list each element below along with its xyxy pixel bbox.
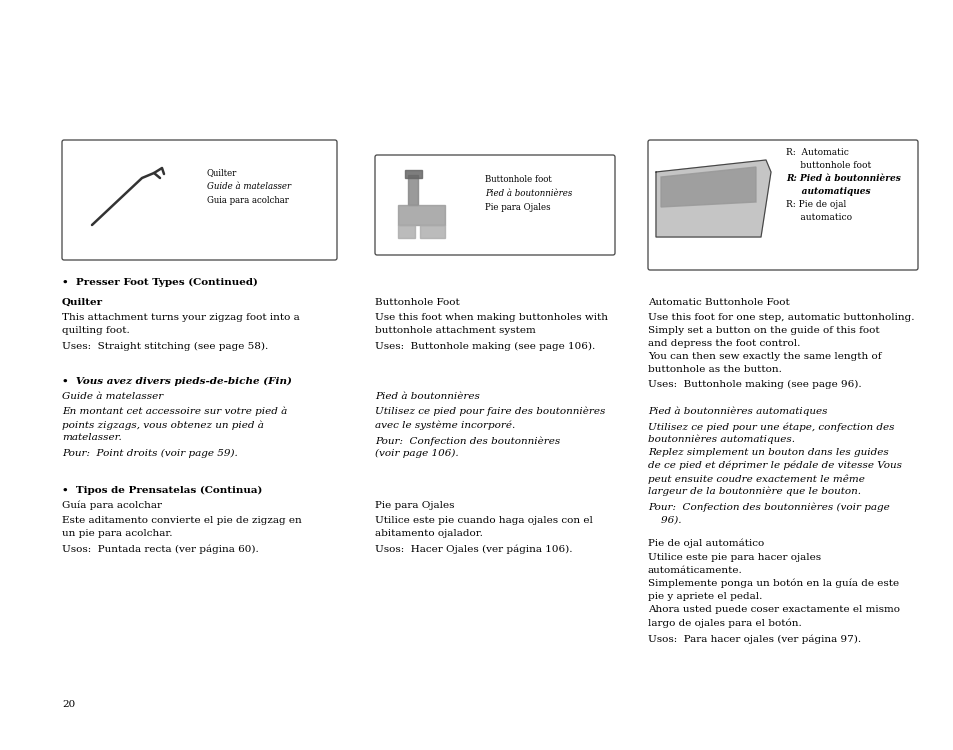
Text: automáticamente.: automáticamente. <box>647 566 742 575</box>
Text: automatiques: automatiques <box>785 187 870 196</box>
Text: •  Presser Foot Types (Continued): • Presser Foot Types (Continued) <box>62 278 257 287</box>
Text: Pour:  Confection des boutonnières: Pour: Confection des boutonnières <box>375 436 559 445</box>
Text: Utilice este pie cuando haga ojales con el: Utilice este pie cuando haga ojales con … <box>375 516 592 525</box>
Text: Pied à boutonnières automatiques: Pied à boutonnières automatiques <box>647 407 826 416</box>
Polygon shape <box>660 167 755 207</box>
Text: and depress the foot control.: and depress the foot control. <box>647 339 800 348</box>
Text: Utilisez ce pied pour une étape, confection des: Utilisez ce pied pour une étape, confect… <box>647 422 894 431</box>
Text: Guide à matelasser: Guide à matelasser <box>207 182 291 191</box>
Polygon shape <box>397 225 415 238</box>
Text: Pie para Ojales: Pie para Ojales <box>375 501 454 510</box>
Polygon shape <box>397 205 444 225</box>
Text: Quilter: Quilter <box>62 298 103 307</box>
Text: boutonnières automatiques.: boutonnières automatiques. <box>647 435 794 445</box>
Text: Pie para Ojales: Pie para Ojales <box>484 203 550 212</box>
Text: Guia para acolchar: Guia para acolchar <box>207 196 289 205</box>
Text: buttonhole as the button.: buttonhole as the button. <box>647 365 781 374</box>
FancyBboxPatch shape <box>647 140 917 270</box>
Polygon shape <box>405 170 421 178</box>
Text: Usos:  Para hacer ojales (ver página 97).: Usos: Para hacer ojales (ver página 97). <box>647 634 861 644</box>
Text: Ahora usted puede coser exactamente el mismo: Ahora usted puede coser exactamente el m… <box>647 605 899 614</box>
Text: Buttonhole foot: Buttonhole foot <box>484 175 551 184</box>
Text: Use this foot when making buttonholes with: Use this foot when making buttonholes wi… <box>375 313 607 322</box>
Text: Pour:  Confection des boutonnières (voir page: Pour: Confection des boutonnières (voir … <box>647 503 889 512</box>
Text: You can then sew exactly the same length of: You can then sew exactly the same length… <box>647 352 881 361</box>
Text: Pie de ojal automático: Pie de ojal automático <box>647 538 763 548</box>
Text: This attachment turns your zigzag foot into a: This attachment turns your zigzag foot i… <box>62 313 299 322</box>
Text: automatico: automatico <box>785 213 851 222</box>
Text: Use this foot for one step, automatic buttonholing.: Use this foot for one step, automatic bu… <box>647 313 914 322</box>
Text: Utilice este pie para hacer ojales: Utilice este pie para hacer ojales <box>647 553 821 562</box>
Text: Uses:  Buttonhole making (see page 106).: Uses: Buttonhole making (see page 106). <box>375 342 595 351</box>
Text: largo de ojales para el botón.: largo de ojales para el botón. <box>647 618 801 628</box>
Text: Pied à boutonnières: Pied à boutonnières <box>375 392 479 401</box>
Text: largeur de la boutonnière que le bouton.: largeur de la boutonnière que le bouton. <box>647 487 861 496</box>
Text: Simplemente ponga un botón en la guía de este: Simplemente ponga un botón en la guía de… <box>647 579 898 589</box>
FancyBboxPatch shape <box>62 140 336 260</box>
Polygon shape <box>408 175 417 205</box>
Text: R: Pied à boutonnières: R: Pied à boutonnières <box>785 174 900 183</box>
Text: Uses:  Buttonhole making (see page 96).: Uses: Buttonhole making (see page 96). <box>647 380 861 389</box>
Polygon shape <box>419 225 444 238</box>
Text: Simply set a button on the guide of this foot: Simply set a button on the guide of this… <box>647 326 879 335</box>
Text: Quilter: Quilter <box>207 168 237 177</box>
Text: un pie para acolchar.: un pie para acolchar. <box>62 529 172 538</box>
Text: abitamento ojalador.: abitamento ojalador. <box>375 529 482 538</box>
Text: Uses:  Straight stitching (see page 58).: Uses: Straight stitching (see page 58). <box>62 342 268 351</box>
Text: quilting foot.: quilting foot. <box>62 326 130 335</box>
Text: Guide à matelasser: Guide à matelasser <box>62 392 163 401</box>
Text: pie y apriete el pedal.: pie y apriete el pedal. <box>647 592 761 601</box>
Text: Usos:  Puntada recta (ver página 60).: Usos: Puntada recta (ver página 60). <box>62 545 258 554</box>
FancyBboxPatch shape <box>375 155 615 255</box>
Text: Guía para acolchar: Guía para acolchar <box>62 501 162 511</box>
Text: Buttonhole Foot: Buttonhole Foot <box>375 298 459 307</box>
Text: •  Tipos de Prensatelas (Continua): • Tipos de Prensatelas (Continua) <box>62 486 262 495</box>
Polygon shape <box>656 160 770 237</box>
Text: buttonhole foot: buttonhole foot <box>785 161 870 170</box>
Text: 96).: 96). <box>647 516 680 525</box>
Text: R: Pie de ojal: R: Pie de ojal <box>785 200 845 209</box>
Text: 20: 20 <box>62 700 75 709</box>
Text: buttonhole attachment system: buttonhole attachment system <box>375 326 536 335</box>
Text: Pour:  Point droits (voir page 59).: Pour: Point droits (voir page 59). <box>62 449 237 458</box>
Text: de ce pied et déprimer le pédale de vitesse Vous: de ce pied et déprimer le pédale de vite… <box>647 461 901 470</box>
Text: •  Vous avez divers pieds-de-biche (Fin): • Vous avez divers pieds-de-biche (Fin) <box>62 377 292 386</box>
Text: R:  Automatic: R: Automatic <box>785 148 848 157</box>
Text: (voir page 106).: (voir page 106). <box>375 449 458 458</box>
Text: En montant cet accessoire sur votre pied à: En montant cet accessoire sur votre pied… <box>62 407 287 416</box>
Text: Automatic Buttonhole Foot: Automatic Buttonhole Foot <box>647 298 789 307</box>
Text: peut ensuite coudre exactement le même: peut ensuite coudre exactement le même <box>647 474 864 484</box>
Text: Utilisez ce pied pour faire des boutonnières: Utilisez ce pied pour faire des boutonni… <box>375 407 605 416</box>
Text: avec le système incorporé.: avec le système incorporé. <box>375 420 515 430</box>
Text: Pied à boutonnières: Pied à boutonnières <box>484 189 572 198</box>
Text: points zigzags, vous obtenez un pied à: points zigzags, vous obtenez un pied à <box>62 420 264 430</box>
Text: Usos:  Hacer Ojales (ver página 106).: Usos: Hacer Ojales (ver página 106). <box>375 545 572 554</box>
Text: Este aditamento convierte el pie de zigzag en: Este aditamento convierte el pie de zigz… <box>62 516 301 525</box>
Text: Replez simplement un bouton dans les guides: Replez simplement un bouton dans les gui… <box>647 448 888 457</box>
Text: matelasser.: matelasser. <box>62 433 122 442</box>
